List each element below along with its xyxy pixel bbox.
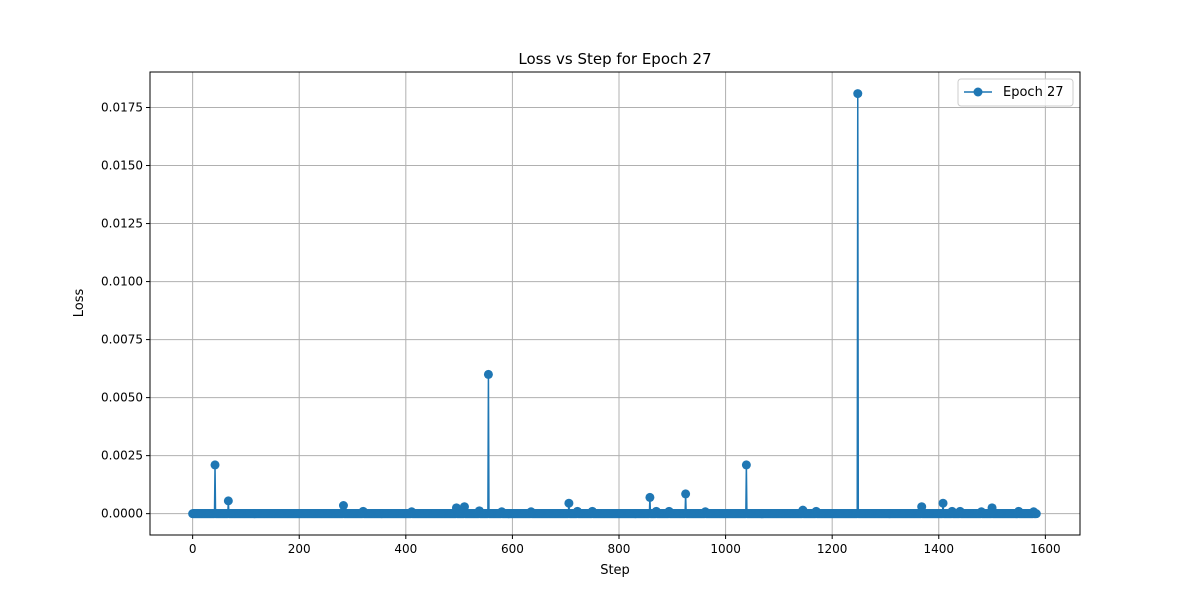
data-point xyxy=(564,498,574,508)
data-point xyxy=(645,492,655,502)
data-point xyxy=(681,489,691,499)
data-point xyxy=(483,369,493,379)
plot-frame xyxy=(149,71,1081,536)
x-axis-label: Step xyxy=(600,563,630,578)
series-epoch-27 xyxy=(188,89,1041,519)
x-tick-label: 600 xyxy=(501,542,524,556)
data-point xyxy=(223,496,233,506)
legend-box xyxy=(957,78,1074,107)
x-tick-label: 0 xyxy=(189,542,197,556)
data-point xyxy=(853,89,863,99)
x-tick-label: 1200 xyxy=(817,542,848,556)
data-point xyxy=(210,460,220,470)
data-point xyxy=(1031,509,1041,519)
legend-point-marker xyxy=(973,87,983,97)
y-axis-ticks: 0.0000 0.0025 0.0050 0.0075 0.0100 0.0125 0.01… xyxy=(101,101,150,521)
x-tick-label: 400 xyxy=(394,542,417,556)
x-tick-label: 800 xyxy=(608,542,631,556)
y-tick-label: 0.0100 xyxy=(101,275,143,289)
chart-title: Loss vs Step for Epoch 27 xyxy=(518,50,711,68)
data-point xyxy=(741,460,751,470)
y-tick-label: 0.0075 xyxy=(101,333,143,347)
y-axis-label: Loss xyxy=(72,289,87,318)
y-tick-label: 0.0025 xyxy=(101,449,143,463)
legend-label: Epoch 27 xyxy=(1003,85,1063,100)
x-tick-label: 1400 xyxy=(923,542,954,556)
legend: Epoch 27 xyxy=(957,78,1074,107)
x-tick-label: 200 xyxy=(288,542,311,556)
data-point xyxy=(459,502,469,512)
x-axis-ticks: 0 200 400 600 800 1000 1200 1400 1600 xyxy=(189,535,1061,556)
data-point xyxy=(917,502,927,512)
y-tick-label: 0.0175 xyxy=(101,101,143,115)
y-tick-label: 0.0150 xyxy=(101,159,143,173)
y-tick-label: 0.0050 xyxy=(101,391,143,405)
data-point xyxy=(938,498,948,508)
x-tick-label: 1600 xyxy=(1030,542,1061,556)
y-tick-label: 0.0000 xyxy=(101,507,143,521)
data-point xyxy=(338,501,348,511)
x-tick-label: 1000 xyxy=(710,542,741,556)
y-tick-label: 0.0125 xyxy=(101,217,143,231)
